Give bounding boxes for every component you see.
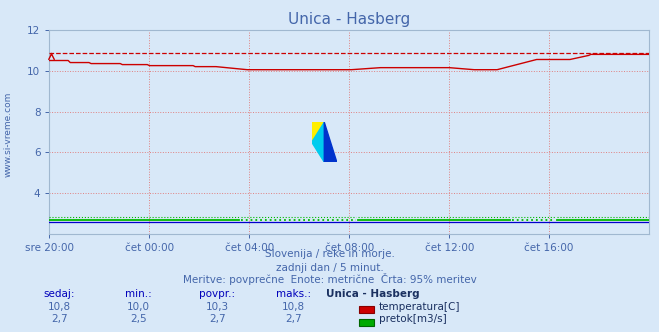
Text: zadnji dan / 5 minut.: zadnji dan / 5 minut. [275,263,384,273]
Polygon shape [312,122,324,142]
Text: 10,8: 10,8 [47,302,71,312]
Text: maks.:: maks.: [275,289,311,299]
Text: pretok[m3/s]: pretok[m3/s] [379,314,447,324]
Text: povpr.:: povpr.: [200,289,235,299]
Text: www.si-vreme.com: www.si-vreme.com [3,92,13,177]
Polygon shape [324,122,337,162]
Text: 2,7: 2,7 [285,314,302,324]
Text: Slovenija / reke in morje.: Slovenija / reke in morje. [264,249,395,259]
Title: Unica - Hasberg: Unica - Hasberg [288,12,411,27]
Text: Meritve: povprečne  Enote: metrične  Črta: 95% meritev: Meritve: povprečne Enote: metrične Črta:… [183,273,476,285]
Text: 10,0: 10,0 [127,302,150,312]
Text: 10,8: 10,8 [281,302,305,312]
Text: 2,7: 2,7 [209,314,226,324]
Text: Unica - Hasberg: Unica - Hasberg [326,289,419,299]
Text: temperatura[C]: temperatura[C] [379,302,461,312]
Text: 10,3: 10,3 [206,302,229,312]
Text: 2,7: 2,7 [51,314,68,324]
Polygon shape [312,122,324,162]
Text: min.:: min.: [125,289,152,299]
Text: 2,5: 2,5 [130,314,147,324]
Text: sedaj:: sedaj: [43,289,75,299]
